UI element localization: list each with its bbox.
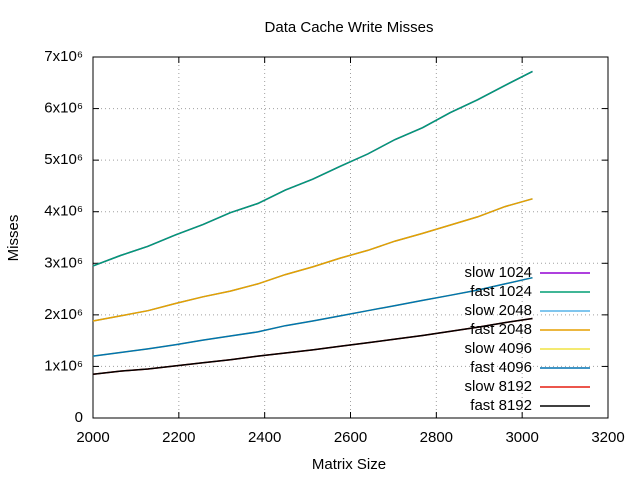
legend-label: slow 1024 xyxy=(464,264,532,281)
legend-label: fast 2048 xyxy=(470,321,532,338)
y-tick-label: 0 xyxy=(75,409,83,426)
y-tick-label: 7x10⁶ xyxy=(44,48,83,65)
x-tick-label: 3200 xyxy=(591,429,624,446)
x-tick-label: 2800 xyxy=(420,429,453,446)
legend-label: slow 2048 xyxy=(464,302,532,319)
y-tick-label: 3x10⁶ xyxy=(44,254,83,271)
legend-label: fast 4096 xyxy=(470,359,532,376)
y-tick-label: 6x10⁶ xyxy=(44,100,83,117)
series-line xyxy=(92,70,533,267)
series-line xyxy=(92,317,533,375)
series-line xyxy=(92,70,533,267)
x-tick-label: 2400 xyxy=(248,429,281,446)
y-tick-label: 4x10⁶ xyxy=(44,203,83,220)
legend-label: fast 8192 xyxy=(470,397,532,414)
plot-frame xyxy=(92,56,609,419)
x-tick-label: 2000 xyxy=(76,429,109,446)
legend-label: slow 4096 xyxy=(464,340,532,357)
x-tick-label: 3000 xyxy=(505,429,538,446)
series-line xyxy=(92,198,533,322)
y-tick-label: 5x10⁶ xyxy=(44,151,83,168)
legend-label: fast 1024 xyxy=(470,283,532,300)
y-tick-label: 2x10⁶ xyxy=(44,306,83,323)
chart-title: Data Cache Write Misses xyxy=(265,19,434,36)
x-axis-label: Matrix Size xyxy=(312,456,386,473)
y-axis-label: Misses xyxy=(5,215,22,262)
x-tick-label: 2200 xyxy=(162,429,195,446)
y-tick-label: 1x10⁶ xyxy=(44,357,83,374)
x-tick-label: 2600 xyxy=(334,429,367,446)
series-line xyxy=(92,276,533,357)
legend-label: slow 8192 xyxy=(464,378,532,395)
